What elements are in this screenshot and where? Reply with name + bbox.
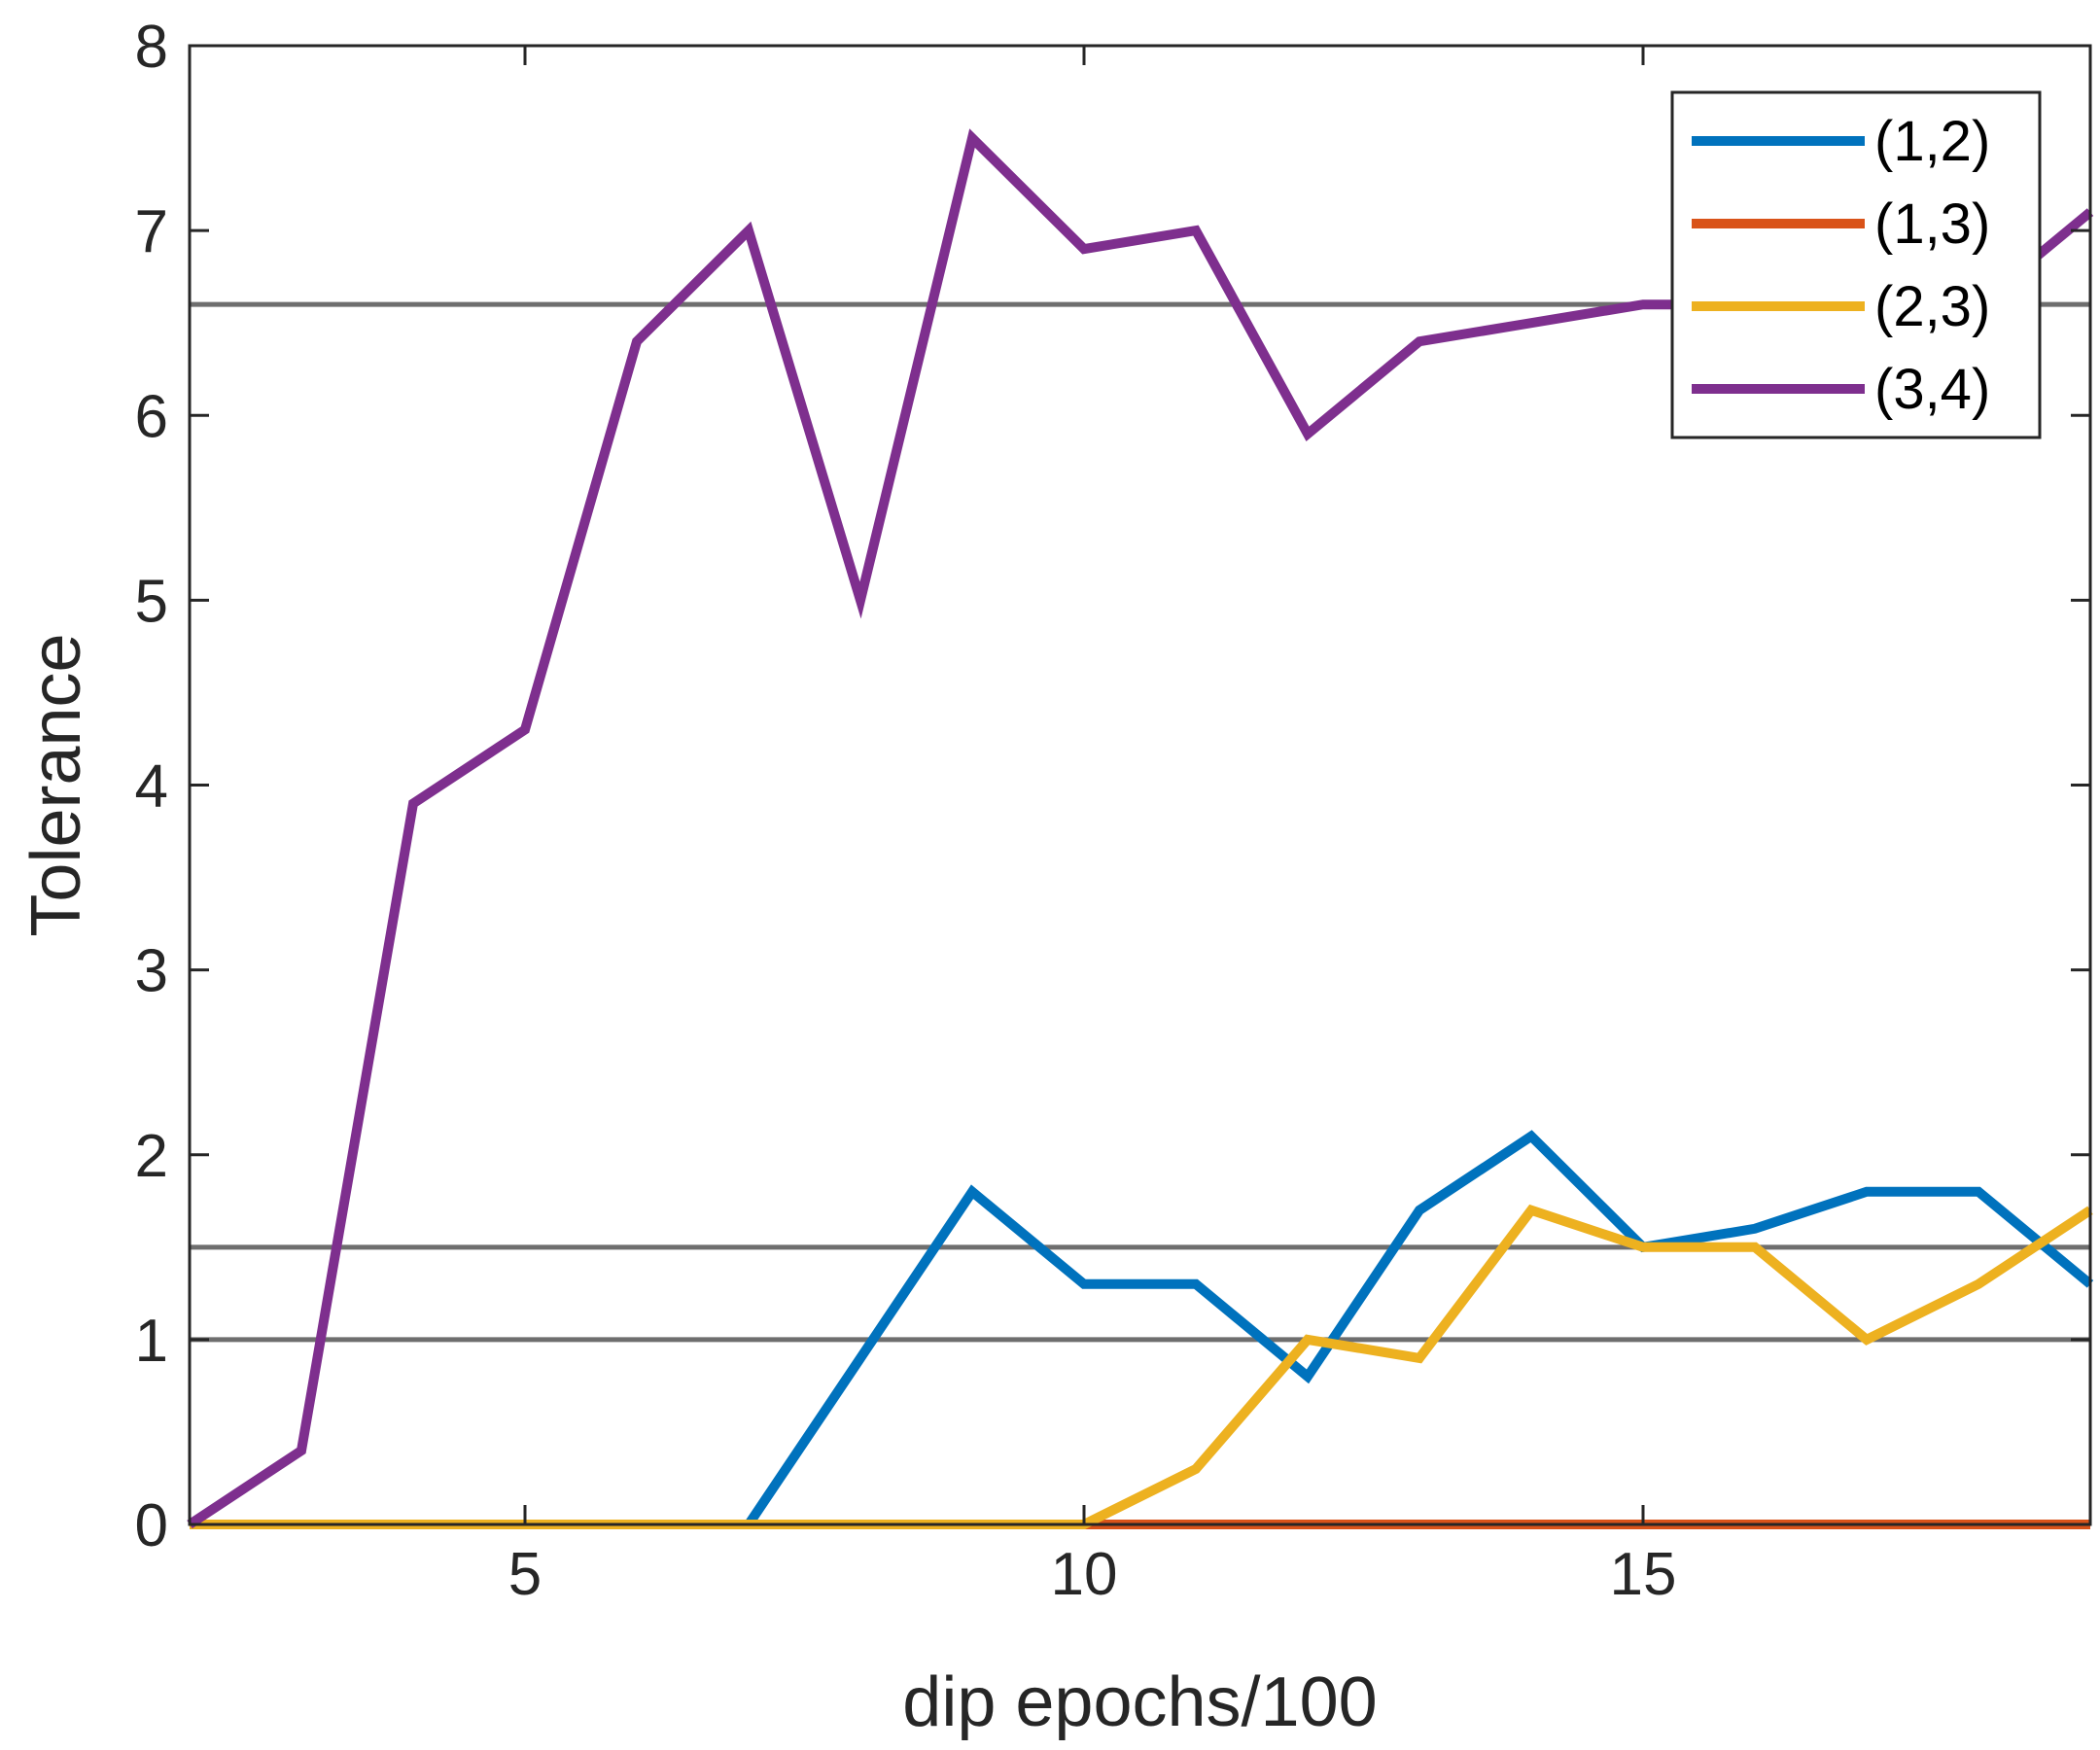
legend[interactable]: (1,2) (1,3) (2,3) (3,4) xyxy=(1670,90,2042,439)
legend-box xyxy=(1670,90,2042,439)
y-tick-label: 6 xyxy=(135,383,168,450)
x-tick-label: 5 xyxy=(508,1541,542,1608)
y-tick-label: 8 xyxy=(135,14,168,81)
y-tick-label: 3 xyxy=(135,938,168,1005)
series-line-0 xyxy=(190,1130,2094,1529)
legend-label-1: (1,3) xyxy=(1874,192,1990,256)
y-tick-label: 2 xyxy=(135,1123,168,1190)
y-tick-label: 4 xyxy=(135,753,168,821)
y-axis-title: Tolerance xyxy=(18,633,95,936)
legend-label-3: (3,4) xyxy=(1874,358,1990,421)
reference-lines xyxy=(190,301,2090,1343)
legend-label-0: (1,2) xyxy=(1874,110,1990,173)
series-line-2 xyxy=(190,1204,2093,1529)
y-tick-label: 5 xyxy=(135,568,168,635)
x-tick-label: 15 xyxy=(1610,1541,1677,1608)
axis-ticks: 5 10 15 0 1 2 3 4 5 6 7 8 xyxy=(135,14,2090,1608)
legend-label-2: (2,3) xyxy=(1874,275,1990,338)
x-tick-label: 10 xyxy=(1051,1541,1118,1608)
y-tick-label: 7 xyxy=(135,198,168,265)
y-tick-label: 0 xyxy=(135,1492,168,1559)
y-tick-label: 1 xyxy=(135,1308,168,1375)
x-axis-title: dip epochs/100 xyxy=(902,1663,1377,1741)
